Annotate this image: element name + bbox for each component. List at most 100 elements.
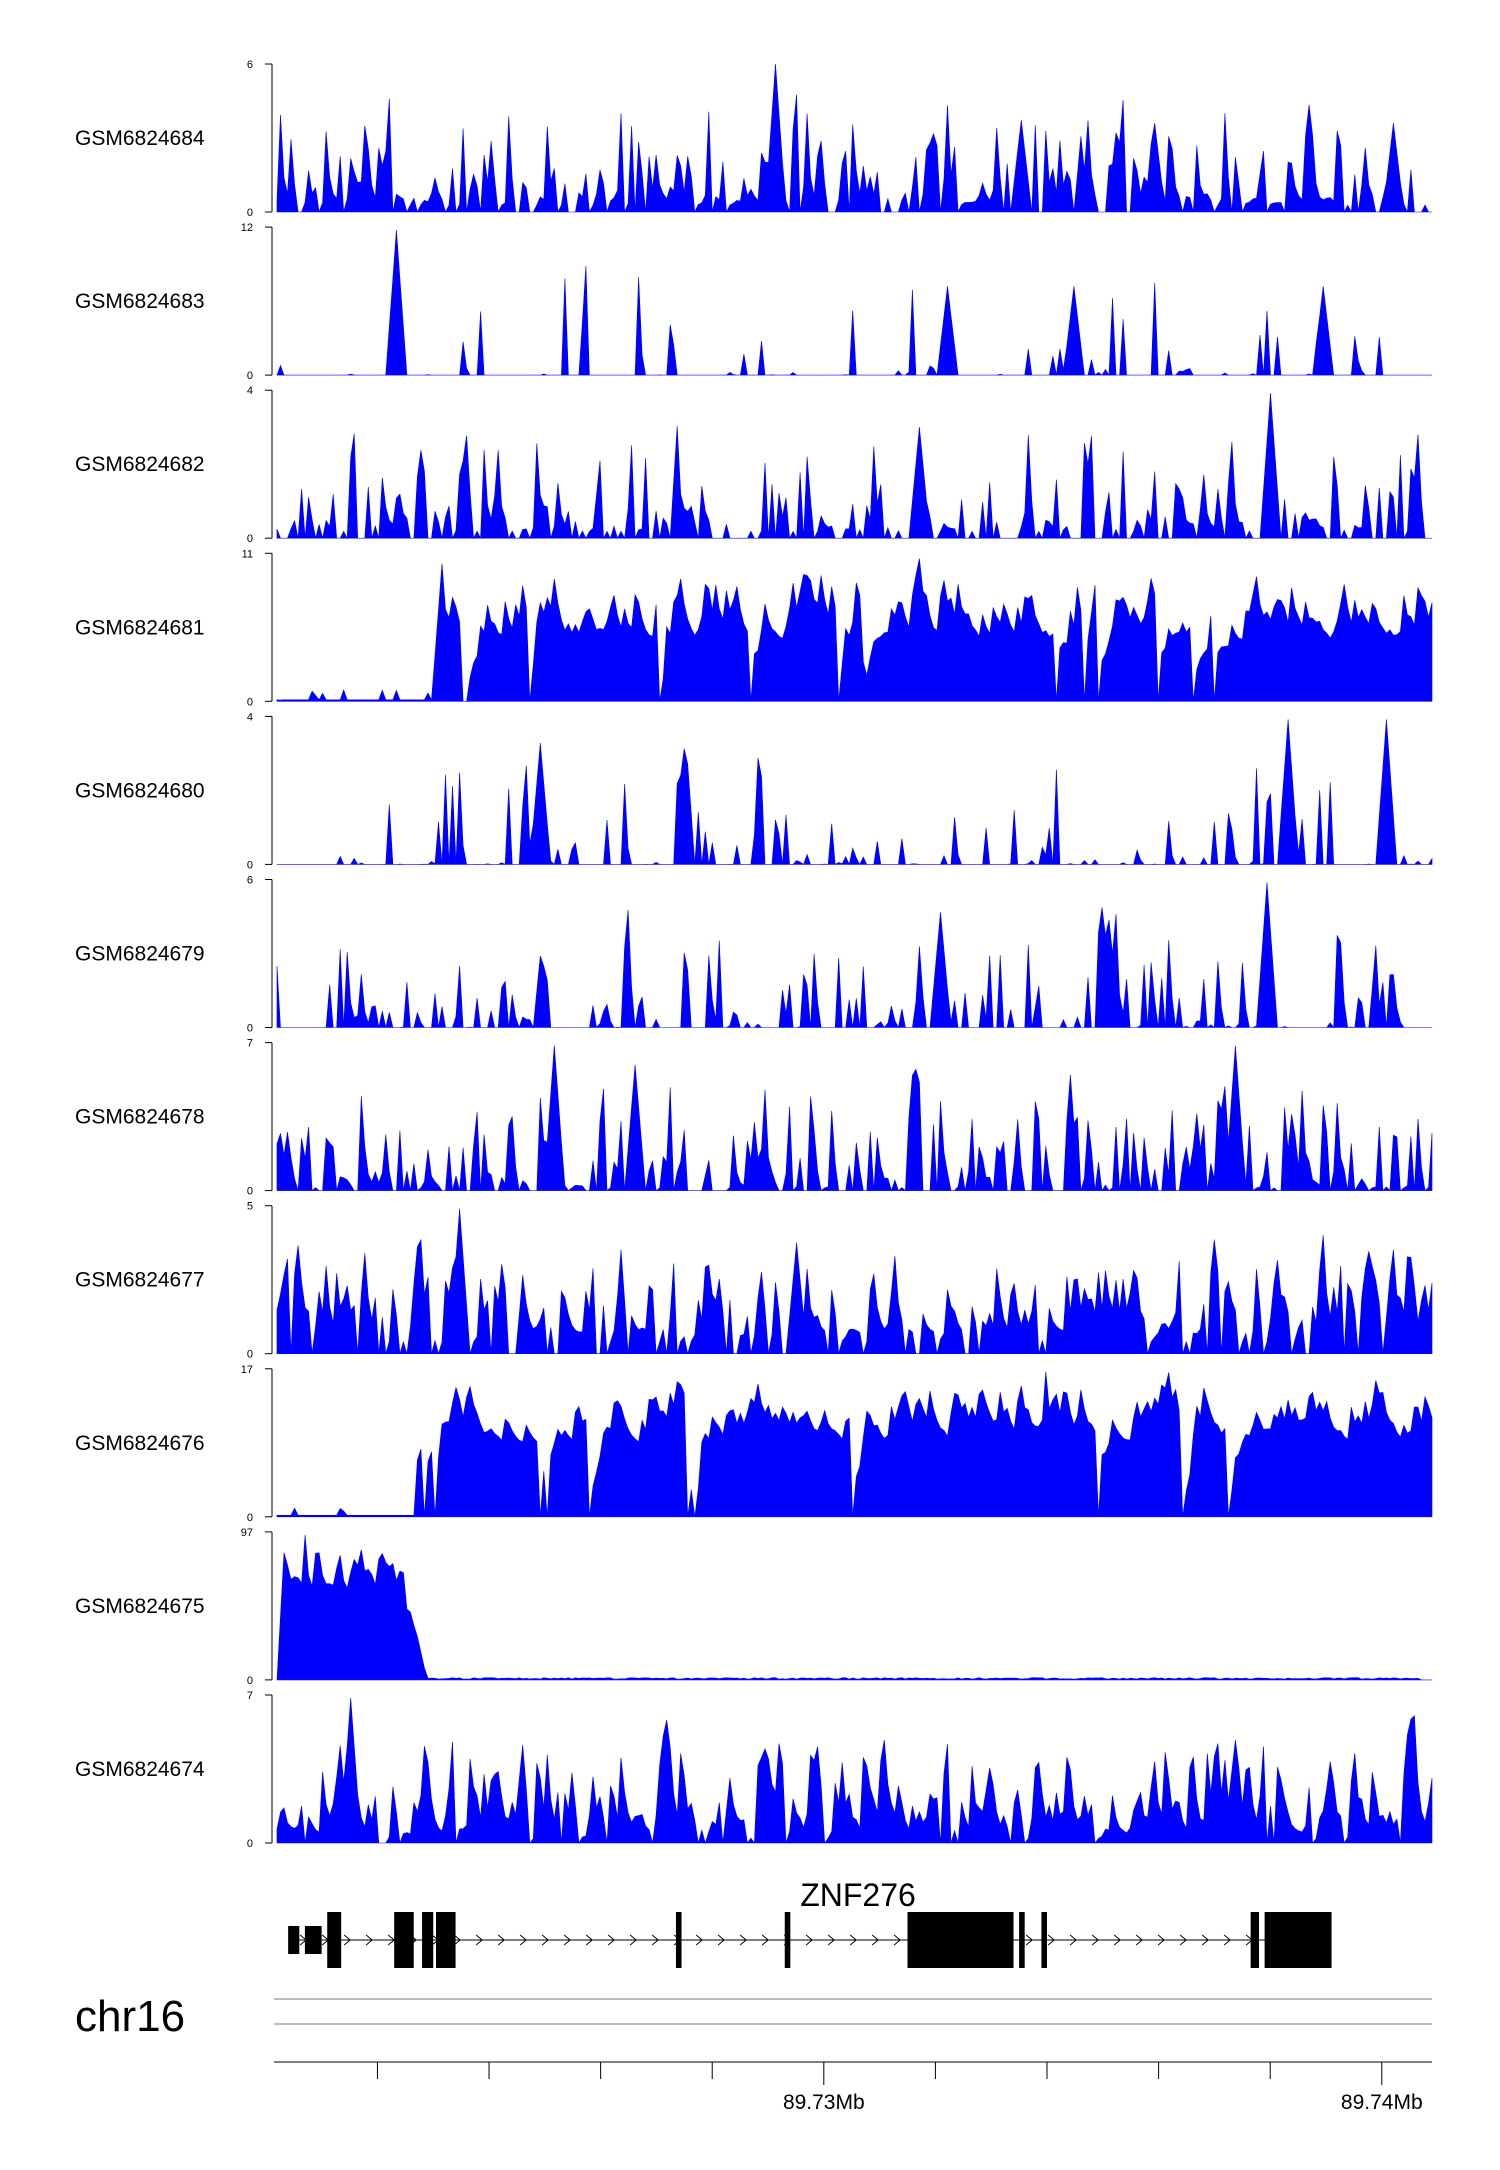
strand-arrow xyxy=(475,1934,483,1946)
x-tick-label: 89.74Mb xyxy=(1341,2091,1423,2114)
y-tick-label: 6 xyxy=(247,59,253,71)
y-tick-label: 7 xyxy=(247,1038,253,1050)
y-tick-label: 0 xyxy=(247,207,253,219)
exon xyxy=(1264,1912,1332,1968)
track-label: GSM6824674 xyxy=(75,1758,205,1781)
strand-arrow xyxy=(849,1934,857,1946)
strand-arrow xyxy=(585,1934,593,1946)
strand-arrow xyxy=(365,1934,373,1946)
track-label: GSM6824682 xyxy=(75,453,205,476)
y-tick-label: 0 xyxy=(247,1023,253,1035)
track-label: GSM6824679 xyxy=(75,943,205,966)
coverage-track: GSM6824682 4 0 xyxy=(75,385,1432,545)
strand-arrow xyxy=(1157,1934,1165,1946)
y-tick-label: 7 xyxy=(247,1690,253,1702)
strand-arrow xyxy=(1135,1934,1143,1946)
y-tick-label: 0 xyxy=(247,370,253,382)
strand-arrow xyxy=(893,1934,901,1946)
track-label: GSM6824677 xyxy=(75,1269,205,1292)
strand-arrow xyxy=(519,1934,527,1946)
strand-arrow xyxy=(871,1934,879,1946)
strand-arrow xyxy=(695,1934,703,1946)
coverage-area xyxy=(276,558,1433,702)
strand-arrow xyxy=(1113,1934,1121,1946)
strand-arrow xyxy=(607,1934,615,1946)
y-tick-label: 4 xyxy=(247,385,253,397)
coverage-track: GSM6824684 6 0 xyxy=(75,59,1432,219)
strand-arrow xyxy=(497,1934,505,1946)
coverage-track: GSM6824679 6 0 xyxy=(75,875,1432,1035)
coverage-area xyxy=(276,1534,1432,1681)
exon xyxy=(394,1912,414,1968)
track-label: GSM6824680 xyxy=(75,779,205,802)
exon xyxy=(1250,1912,1260,1968)
exon xyxy=(327,1912,342,1968)
coverage-area xyxy=(277,719,1433,866)
strand-arrow xyxy=(541,1934,549,1946)
strand-arrow xyxy=(1179,1934,1187,1946)
strand-arrow xyxy=(387,1934,395,1946)
strand-arrow xyxy=(1025,1934,1033,1946)
strand-arrow xyxy=(1069,1934,1077,1946)
strand-arrow xyxy=(651,1934,659,1946)
coverage-track: GSM6824680 4 0 xyxy=(75,711,1433,871)
coverage-area xyxy=(276,1208,1433,1355)
track-label: GSM6824684 xyxy=(75,127,205,150)
y-tick-label: 12 xyxy=(241,222,253,234)
strand-arrow xyxy=(827,1934,835,1946)
y-tick-label: 0 xyxy=(247,859,253,871)
exon xyxy=(675,1912,682,1968)
exon xyxy=(436,1912,456,1968)
coverage-track: GSM6824675 97 0 xyxy=(75,1527,1432,1687)
exon xyxy=(1041,1912,1047,1968)
y-tick-label: 0 xyxy=(247,1186,253,1198)
coverage-area xyxy=(276,230,1432,377)
exon xyxy=(288,1926,300,1954)
y-tick-label: 0 xyxy=(247,1838,253,1850)
coverage-track: GSM6824677 5 0 xyxy=(75,1201,1433,1361)
y-tick-label: 0 xyxy=(247,1512,253,1524)
coverage-track: GSM6824676 17 0 xyxy=(75,1364,1433,1524)
coverage-track: GSM6824681 11 0 xyxy=(75,548,1433,708)
coverage-track: GSM6824683 12 0 xyxy=(75,222,1432,382)
exon xyxy=(1019,1912,1025,1968)
exon xyxy=(907,1912,1014,1968)
coverage-area xyxy=(276,882,1432,1029)
strand-arrow xyxy=(453,1934,461,1946)
chromosome-label: chr16 xyxy=(75,1992,185,2041)
y-tick-label: 4 xyxy=(247,711,253,723)
coverage-track: GSM6824674 7 0 xyxy=(75,1690,1433,1850)
exon xyxy=(422,1912,434,1968)
track-label: GSM6824675 xyxy=(75,1595,205,1618)
coverage-area xyxy=(276,1697,1433,1845)
track-label: GSM6824681 xyxy=(75,616,205,639)
track-label: GSM6824678 xyxy=(75,1106,205,1129)
y-tick-label: 0 xyxy=(247,533,253,545)
exon xyxy=(304,1926,322,1954)
y-tick-label: 6 xyxy=(247,875,253,887)
strand-arrow xyxy=(1047,1934,1055,1946)
y-tick-label: 17 xyxy=(241,1364,253,1376)
y-tick-label: 0 xyxy=(247,1675,253,1687)
coverage-track: GSM6824678 7 0 xyxy=(75,1038,1433,1198)
y-tick-label: 0 xyxy=(247,696,253,708)
strand-arrow xyxy=(1223,1934,1231,1946)
coverage-area xyxy=(276,1045,1433,1192)
strand-arrow xyxy=(1091,1934,1099,1946)
strand-arrow xyxy=(563,1934,571,1946)
coverage-area xyxy=(276,63,1432,214)
coverage-area xyxy=(276,1371,1433,1518)
track-label: GSM6824676 xyxy=(75,1432,205,1455)
strand-arrow xyxy=(629,1934,637,1946)
gene-label: ZNF276 xyxy=(800,1877,916,1913)
y-tick-label: 97 xyxy=(241,1527,253,1539)
gene-track: ZNF276 xyxy=(288,1877,1332,1968)
y-tick-label: 0 xyxy=(247,1349,253,1361)
strand-arrow xyxy=(761,1934,769,1946)
strand-arrow xyxy=(343,1934,351,1946)
coverage-tracks: GSM682468460GSM6824683120GSM682468240GSM… xyxy=(75,59,1433,1850)
y-tick-label: 5 xyxy=(247,1201,253,1213)
strand-arrow xyxy=(805,1934,813,1946)
track-label: GSM6824683 xyxy=(75,290,205,313)
